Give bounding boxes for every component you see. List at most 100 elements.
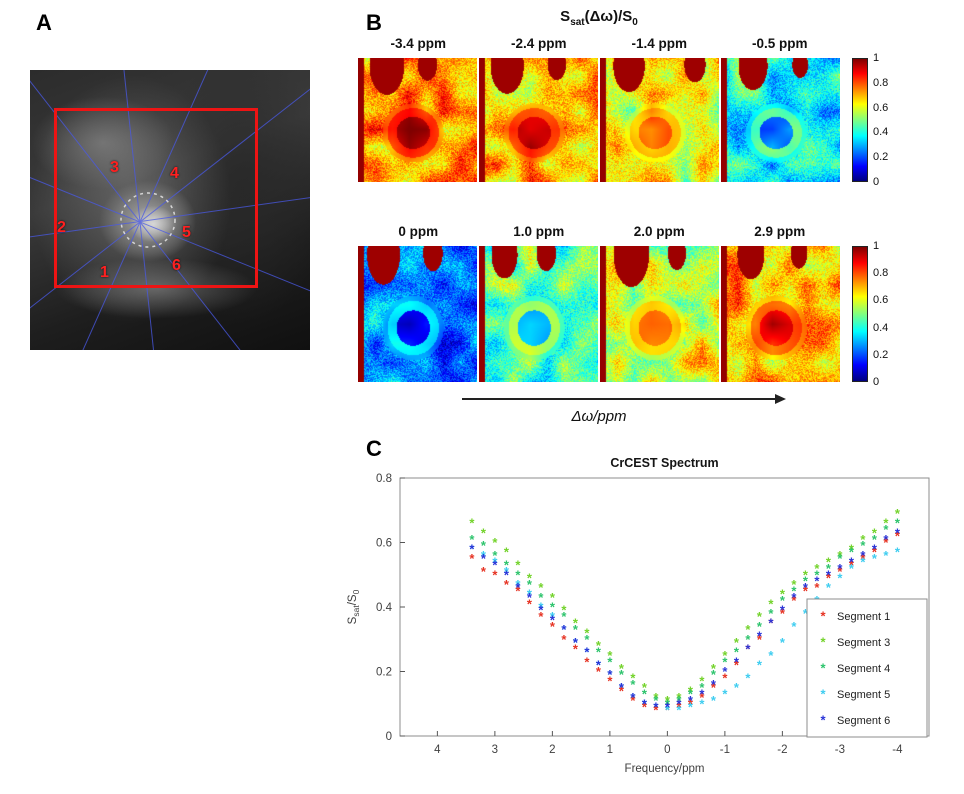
- svg-text:*: *: [722, 671, 728, 686]
- series-segment-3: ***************** * * *********** * * * ** ***: [469, 506, 901, 708]
- svg-text:*: *: [653, 700, 659, 715]
- svg-text:*: *: [653, 700, 659, 715]
- svg-text:*: *: [630, 693, 636, 708]
- colorbar-tick: 0.8: [873, 267, 889, 280]
- svg-text:*: *: [515, 577, 521, 592]
- svg-text:*: *: [860, 548, 866, 563]
- svg-text:*: *: [745, 622, 751, 637]
- colorbar-tick: 1: [873, 52, 880, 64]
- svg-text:*: *: [561, 609, 567, 624]
- svg-text:*: *: [768, 648, 774, 663]
- svg-text:*: *: [757, 609, 763, 624]
- svg-text:*: *: [584, 645, 590, 660]
- svg-text:*: *: [481, 525, 487, 540]
- svg-text:*: *: [780, 635, 786, 650]
- svg-text:*: *: [469, 516, 475, 531]
- x-tick-label: -1: [720, 744, 730, 756]
- colorbar-tick: 0.2: [873, 151, 889, 164]
- panel-b-label: B: [366, 10, 382, 35]
- svg-text:*: *: [734, 645, 740, 660]
- svg-text:*: *: [584, 632, 590, 647]
- svg-text:*: *: [481, 538, 487, 553]
- svg-text:*: *: [596, 664, 602, 679]
- svg-text:*: *: [573, 616, 579, 631]
- svg-text:*: *: [745, 641, 751, 656]
- svg-text:*: *: [584, 654, 590, 669]
- y-tick-label: 0: [386, 731, 392, 743]
- svg-text:*: *: [653, 690, 659, 705]
- title-part-sat: sat: [570, 17, 585, 28]
- svg-text:*: *: [883, 548, 889, 563]
- mri-image: 1 2 3 4 5 6: [30, 70, 310, 350]
- svg-text:*: *: [665, 696, 671, 711]
- svg-text:*: *: [734, 654, 740, 669]
- title-part-mid: (Δω)/S: [584, 8, 633, 25]
- svg-text:*: *: [596, 658, 602, 673]
- y-tick-label: 0.6: [376, 538, 392, 550]
- svg-text:*: *: [699, 674, 705, 689]
- roi-square: [54, 108, 258, 288]
- svg-text:*: *: [653, 693, 659, 708]
- offset-label: -1.4 ppm: [631, 36, 687, 51]
- svg-text:*: *: [722, 664, 728, 679]
- cest-map-tile: [721, 246, 840, 382]
- segment-number-6: 6: [172, 257, 181, 274]
- panel-b-title: Ssat(Δω)/S0: [358, 8, 840, 28]
- svg-text:*: *: [642, 696, 648, 711]
- svg-text:*: *: [814, 567, 820, 582]
- svg-text:*: *: [814, 561, 820, 576]
- svg-text:*: *: [619, 661, 625, 676]
- x-tick-label: 2: [549, 744, 555, 756]
- segment-number-5: 5: [182, 224, 191, 241]
- svg-text:*: *: [573, 622, 579, 637]
- x-tick-label: -3: [835, 744, 845, 756]
- svg-text:*: *: [527, 590, 533, 605]
- svg-text:*: *: [538, 580, 544, 595]
- cest-map-tile: [600, 246, 719, 382]
- svg-text:*: *: [895, 506, 901, 521]
- colorbar-tick: 1: [873, 240, 880, 252]
- svg-text:*: *: [895, 516, 901, 531]
- svg-text:*: *: [849, 554, 855, 569]
- svg-text:*: *: [837, 548, 843, 563]
- svg-text:*: *: [607, 654, 613, 669]
- x-axis-label: Frequency/ppm: [625, 763, 705, 775]
- svg-text:*: *: [561, 603, 567, 618]
- svg-text:*: *: [820, 713, 826, 728]
- roi-dashed-circle: [120, 192, 176, 248]
- svg-text:*: *: [515, 567, 521, 582]
- svg-text:*: *: [630, 690, 636, 705]
- svg-text:*: *: [665, 700, 671, 715]
- svg-text:*: *: [826, 554, 832, 569]
- svg-text:*: *: [527, 577, 533, 592]
- y-axis-label: Ssat/S0: [347, 589, 361, 624]
- svg-text:*: *: [860, 551, 866, 566]
- title-part-s: S: [560, 8, 571, 25]
- segment-number-3: 3: [110, 159, 119, 176]
- svg-text:*: *: [711, 661, 717, 676]
- colorbar-tick: 0.8: [873, 76, 889, 89]
- segment-number-2: 2: [57, 219, 66, 236]
- delta-omega-axis-label: Δω/ppm: [571, 408, 627, 425]
- cest-map-tile: [479, 246, 598, 382]
- svg-text:*: *: [849, 545, 855, 560]
- offset-label: 2.9 ppm: [754, 224, 806, 239]
- svg-text:*: *: [688, 687, 694, 702]
- svg-text:*: *: [699, 687, 705, 702]
- svg-text:*: *: [504, 567, 510, 582]
- svg-text:*: *: [676, 703, 682, 718]
- svg-text:*: *: [504, 558, 510, 573]
- svg-text:*: *: [814, 574, 820, 589]
- svg-text:*: *: [515, 583, 521, 598]
- svg-text:*: *: [619, 680, 625, 695]
- colorbar-tick: 0.6: [873, 294, 889, 307]
- svg-text:*: *: [515, 580, 521, 595]
- svg-text:*: *: [757, 629, 763, 644]
- svg-text:*: *: [619, 667, 625, 682]
- legend-label: Segment 5: [837, 689, 890, 701]
- offset-label: -2.4 ppm: [510, 36, 567, 51]
- svg-text:*: *: [630, 690, 636, 705]
- segmentation-spokes: [30, 70, 310, 350]
- svg-text:*: *: [504, 577, 510, 592]
- svg-text:*: *: [492, 554, 498, 569]
